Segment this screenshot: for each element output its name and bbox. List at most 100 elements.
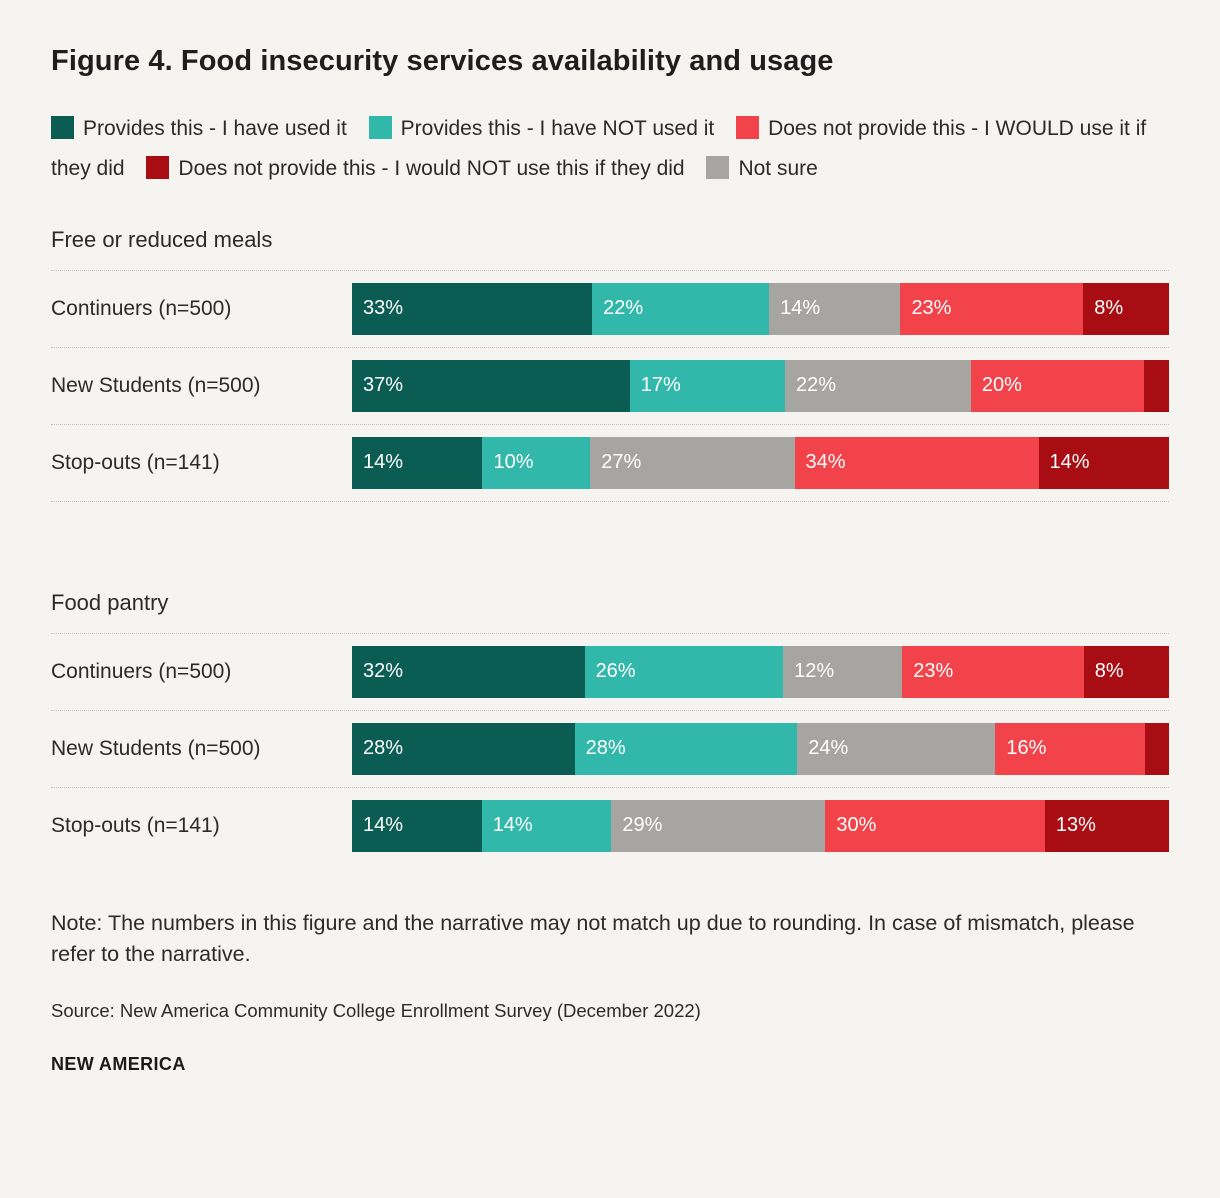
- bar-segment-not-provide-would-not-use: 14%: [1038, 436, 1169, 489]
- bar-segment-not-sure: 27%: [590, 436, 795, 489]
- legend-item-label: Provides this - I have used it: [83, 116, 347, 140]
- bar-segment-not-provide-would-not-use: [1144, 359, 1169, 412]
- row-label: Continuers (n=500): [51, 659, 232, 683]
- stacked-bar: 14% 14% 29% 30% 13%: [352, 799, 1169, 852]
- bar-value-label: 22%: [603, 297, 644, 320]
- legend-item-label: Not sure: [738, 156, 818, 180]
- legend-swatch-icon: [736, 115, 760, 139]
- bar-value-label: 29%: [622, 814, 663, 837]
- bar-segment-provides-not-used: 22%: [592, 282, 770, 335]
- bar-segment-not-provide-would-not-use: [1144, 722, 1169, 775]
- chart-row: Continuers (n=500) 33% 22% 14% 23% 8%: [51, 269, 1169, 347]
- bar-value-label: 17%: [640, 374, 681, 397]
- chart-row: Stop-outs (n=141) 14% 14% 29% 30% 13%: [51, 786, 1169, 864]
- note-text: Note: The numbers in this figure and the…: [51, 910, 1135, 966]
- bar-value-label: 23%: [913, 660, 954, 683]
- bar-value-label: 13%: [1055, 814, 1096, 837]
- chart-rows: Continuers (n=500) 33% 22% 14% 23% 8% New Stud…: [51, 269, 1169, 502]
- bar-segment-not-provide-would-use: 20%: [970, 359, 1145, 412]
- row-label: Stop-outs (n=141): [51, 450, 220, 474]
- chart-rows: Continuers (n=500) 32% 26% 12% 23% 8% New Stud…: [51, 632, 1169, 864]
- bar-value-label: 8%: [1094, 660, 1124, 683]
- row-label: Continuers (n=500): [51, 296, 232, 320]
- bar-value-label: 12%: [794, 660, 835, 683]
- bar-segment-provides-not-used: 28%: [574, 722, 798, 775]
- legend-item: Provides this - I have used it: [51, 115, 347, 140]
- figure-title: Figure 4. Food insecurity services avail…: [51, 45, 834, 77]
- bar-segment-provides-used: 33%: [352, 282, 593, 335]
- legend: Provides this - I have used it Provides …: [51, 109, 1169, 189]
- legend-swatch-icon: [368, 115, 392, 139]
- bar-segment-not-provide-would-use: 16%: [995, 722, 1145, 775]
- bar-value-label: 27%: [601, 451, 642, 474]
- bar-value-label: 24%: [808, 737, 849, 760]
- bar-segment-not-provide-would-not-use: 8%: [1083, 645, 1169, 698]
- bar-value-label: 8%: [1094, 297, 1124, 320]
- legend-item-label: Does not provide this - I would NOT use …: [178, 156, 685, 180]
- bar-segment-not-provide-would-not-use: 13%: [1044, 799, 1169, 852]
- legend-item: Does not provide this - I would NOT use …: [146, 155, 685, 180]
- bar-value-label: 34%: [805, 451, 846, 474]
- bar-value-label: 16%: [1006, 737, 1047, 760]
- stacked-bar: 14% 10% 27% 34% 14%: [352, 436, 1169, 489]
- bar-value-label: 28%: [585, 737, 626, 760]
- bar-segment-not-sure: 12%: [783, 645, 903, 698]
- chart-row: Stop-outs (n=141) 14% 10% 27% 34% 14%: [51, 423, 1169, 501]
- row-label: New Students (n=500): [51, 736, 261, 760]
- bar-segment-not-sure: 22%: [785, 359, 971, 412]
- stacked-bar: 32% 26% 12% 23% 8%: [352, 645, 1169, 698]
- bar-value-label: 10%: [493, 451, 534, 474]
- legend-item: Not sure: [706, 155, 818, 180]
- bar-segment-not-provide-would-not-use: 8%: [1083, 282, 1169, 335]
- bar-segment-not-sure: 24%: [797, 722, 996, 775]
- bar-value-label: 14%: [492, 814, 533, 837]
- group-title: Free or reduced meals: [51, 226, 273, 252]
- bar-value-label: 22%: [796, 374, 837, 397]
- bar-value-label: 33%: [363, 297, 404, 320]
- bar-segment-not-provide-would-use: 23%: [900, 282, 1084, 335]
- row-label: New Students (n=500): [51, 373, 261, 397]
- brand-logo: NEW AMERICA: [51, 1054, 186, 1075]
- legend-item-label: Provides this - I have NOT used it: [400, 116, 715, 140]
- stacked-bar: 33% 22% 14% 23% 8%: [352, 282, 1169, 335]
- bar-segment-provides-not-used: 10%: [482, 436, 591, 489]
- bar-segment-not-provide-would-use: 30%: [825, 799, 1045, 852]
- bar-segment-not-provide-would-use: 34%: [794, 436, 1039, 489]
- legend-swatch-icon: [706, 155, 730, 179]
- bar-value-label: 28%: [363, 737, 404, 760]
- bar-segment-not-sure: 14%: [769, 282, 901, 335]
- bar-segment-provides-used: 32%: [352, 645, 585, 698]
- chart-row: New Students (n=500) 28% 28% 24% 16%: [51, 709, 1169, 787]
- chart-row: Continuers (n=500) 32% 26% 12% 23% 8%: [51, 632, 1169, 710]
- row-label: Stop-outs (n=141): [51, 813, 220, 837]
- legend-swatch-icon: [146, 155, 170, 179]
- group-title: Food pantry: [51, 589, 169, 615]
- bar-segment-provides-not-used: 17%: [629, 359, 786, 412]
- chart-row: New Students (n=500) 37% 17% 22% 20%: [51, 346, 1169, 424]
- bar-value-label: 14%: [1049, 451, 1090, 474]
- bar-segment-provides-used: 14%: [352, 436, 483, 489]
- bar-value-label: 20%: [981, 374, 1022, 397]
- bar-segment-provides-used: 37%: [352, 359, 630, 412]
- chart-group: Food pantry Continuers (n=500) 32% 26% 12% 23…: [51, 590, 1169, 864]
- bar-value-label: 23%: [911, 297, 952, 320]
- bar-segment-provides-used: 14%: [352, 799, 482, 852]
- bar-segment-not-provide-would-use: 23%: [902, 645, 1084, 698]
- stacked-bar-chart: Free or reduced meals Continuers (n=500) 3…: [51, 227, 1169, 864]
- bar-value-label: 14%: [780, 297, 821, 320]
- bar-value-label: 30%: [836, 814, 877, 837]
- bar-value-label: 32%: [363, 660, 404, 683]
- bar-value-label: 26%: [595, 660, 636, 683]
- legend-item: Does not provide this - I WOULD use it i…: [51, 115, 1147, 180]
- bar-segment-provides-used: 28%: [352, 722, 575, 775]
- stacked-bar: 37% 17% 22% 20%: [352, 359, 1169, 412]
- legend-item-label: Does not provide this - I WOULD use it i…: [51, 116, 1147, 180]
- legend-item: Provides this - I have NOT used it: [368, 115, 715, 140]
- bar-value-label: 37%: [363, 374, 404, 397]
- chart-group: Free or reduced meals Continuers (n=500) 3…: [51, 227, 1169, 502]
- legend-swatch-icon: [51, 115, 74, 139]
- bar-value-label: 14%: [363, 814, 404, 837]
- bar-segment-not-sure: 29%: [611, 799, 826, 852]
- source-text: Source: New America Community College En…: [51, 1000, 701, 1022]
